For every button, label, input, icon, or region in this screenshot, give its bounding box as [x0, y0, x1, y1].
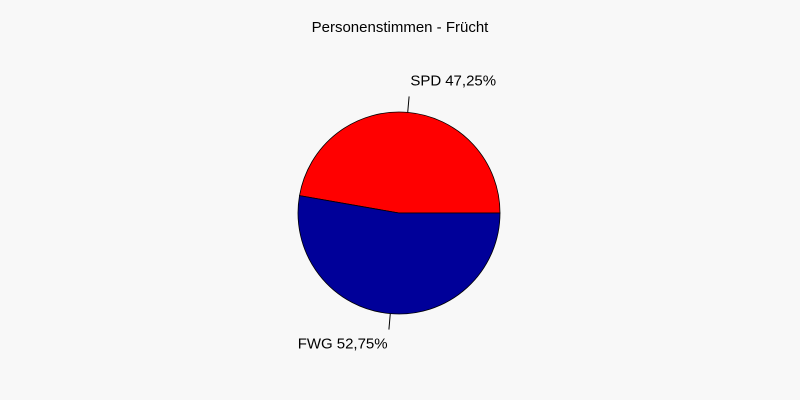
- slice-label-name: FWG: [298, 335, 333, 352]
- slice-label: SPD 47,25%: [410, 72, 496, 89]
- label-leader: [407, 96, 410, 113]
- slice-label: FWG 52,75%: [298, 335, 388, 352]
- label-leader: [388, 313, 391, 330]
- slice-label-name: SPD: [410, 72, 441, 89]
- pie-slice: [299, 111, 501, 214]
- chart-title: Personenstimmen - Frücht: [312, 19, 490, 36]
- slice-label-value: 47,25%: [445, 72, 496, 89]
- slice-label-value: 52,75%: [337, 335, 388, 352]
